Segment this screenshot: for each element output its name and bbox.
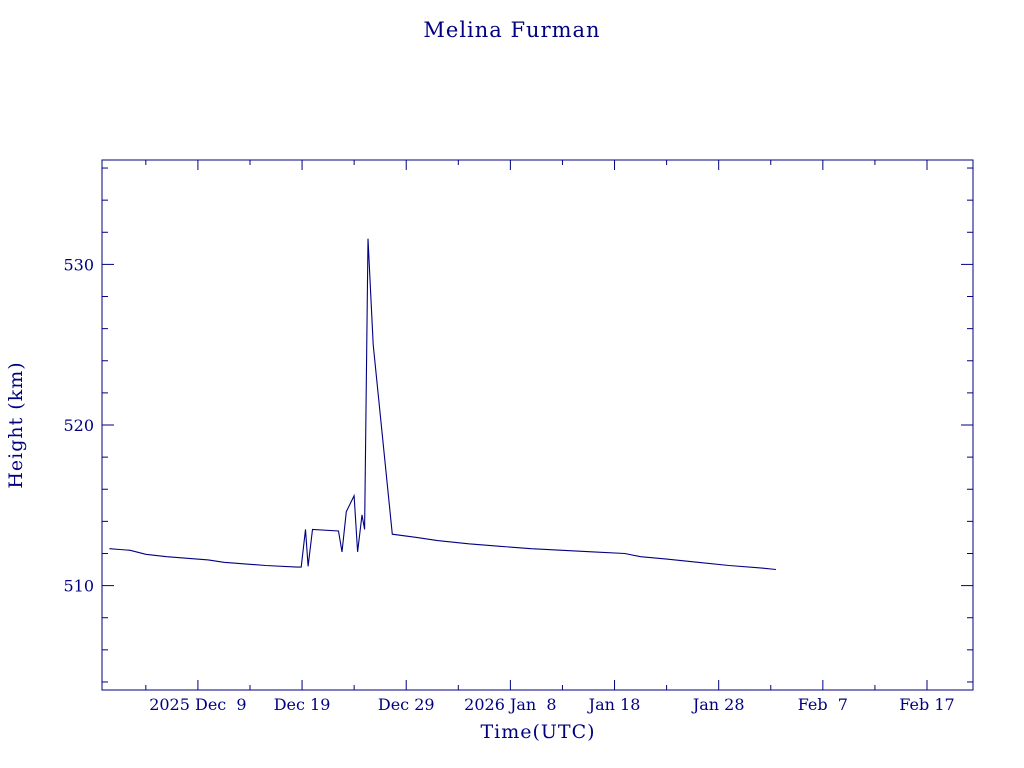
y-tick-labels: 510 520 530 bbox=[63, 255, 94, 595]
x-tick-labels: 2025 Dec 9 Dec 19 Dec 29 2026 Jan 8 Jan 18 Ja… bbox=[149, 695, 954, 714]
x-axis-label: Time(UTC) bbox=[480, 721, 595, 743]
y-tick-label: 520 bbox=[63, 416, 94, 435]
x-tick-label: Dec 19 bbox=[274, 695, 331, 714]
y-tick-label: 510 bbox=[63, 577, 94, 596]
chart-title: Melina Furman bbox=[423, 18, 600, 42]
series-line bbox=[109, 238, 777, 571]
x-tick-label: Jan 28 bbox=[691, 695, 745, 714]
y-tick-label: 530 bbox=[63, 255, 94, 274]
x-tick-label: Feb 17 bbox=[899, 695, 954, 714]
axis-ticks bbox=[102, 160, 973, 690]
y-axis-label: Height (km) bbox=[5, 361, 27, 488]
plot-frame bbox=[101, 159, 974, 691]
x-tick-label: 2026 Jan 8 bbox=[464, 695, 556, 714]
x-tick-label: 2025 Dec 9 bbox=[149, 695, 246, 714]
x-tick-label: Dec 29 bbox=[378, 695, 435, 714]
x-tick-label: Jan 18 bbox=[587, 695, 641, 714]
x-tick-label: Feb 7 bbox=[798, 695, 848, 714]
